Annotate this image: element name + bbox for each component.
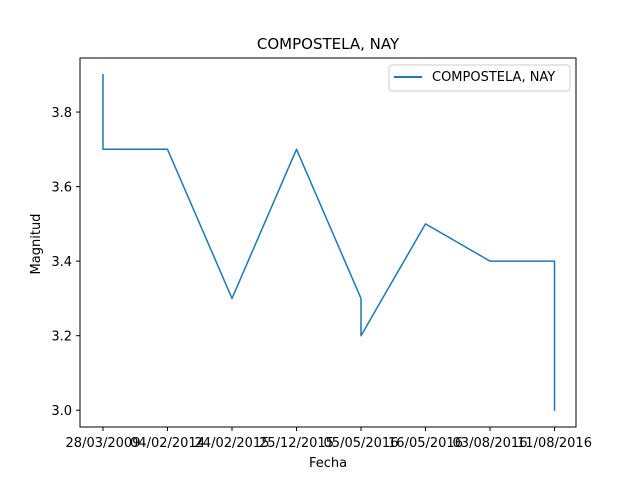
x-tick-label-2: 24/02/2015: [195, 436, 270, 451]
legend-box: [388, 64, 571, 92]
chart-title: COMPOSTELA, NAY: [257, 35, 400, 53]
y-axis-title: Magnitud: [29, 214, 44, 275]
y-tick-label-0: 3.0: [51, 404, 72, 419]
x-tick-label-7: 11/08/2016: [517, 436, 592, 451]
y-tick-label-4: 3.8: [51, 106, 72, 121]
x-tick-label-3: 25/12/2015: [259, 436, 334, 451]
legend-label: COMPOSTELA, NAY: [432, 70, 555, 85]
x-tick-label-4: 05/05/2016: [324, 436, 399, 451]
y-tick-label-3: 3.6: [51, 181, 72, 196]
series-line-0: [102, 74, 556, 411]
legend: COMPOSTELA, NAY: [388, 64, 571, 92]
x-tick-label-1: 04/02/2014: [130, 436, 205, 451]
x-tick-label-6: 03/08/2016: [453, 436, 528, 451]
x-axis-title: Fecha: [309, 456, 347, 471]
x-tick-label-0: 28/03/2009: [66, 436, 141, 451]
plot-frame: [79, 57, 577, 428]
y-tick-label-1: 3.2: [51, 330, 72, 345]
plot-area: 3.0 3.2 3.4 3.6 3.8 28/03/200904/02/201424/02…: [51, 57, 592, 451]
x-tick-label-5: 16/05/2016: [388, 436, 463, 451]
y-tick-label-2: 3.4: [51, 255, 72, 270]
